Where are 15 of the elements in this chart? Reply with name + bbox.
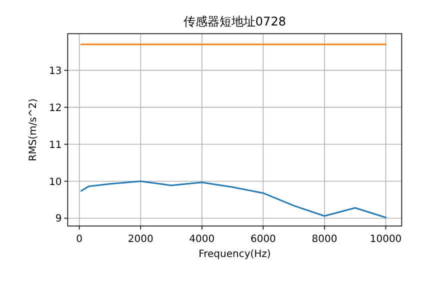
- x-tick-label: 8000: [312, 234, 338, 245]
- chart-title: 传感器短地址0728: [183, 14, 286, 29]
- x-tick-label: 6000: [250, 234, 276, 245]
- y-tick-label: 11: [48, 140, 62, 151]
- y-tick-label: 12: [48, 102, 62, 114]
- y-tick-label: 13: [48, 66, 62, 77]
- x-tick-label: 0: [76, 234, 83, 245]
- y-tick-label: 10: [48, 176, 62, 188]
- x-tick-label: 10000: [370, 234, 402, 245]
- y-axis-title: RMS(m/s^2): [28, 98, 39, 162]
- y-tick-label: 9: [55, 214, 62, 225]
- x-tick-label: 4000: [189, 234, 215, 245]
- x-tick-label: 2000: [128, 234, 154, 245]
- x-axis-title: Frequency(Hz): [198, 249, 271, 260]
- line-series: [80, 180, 387, 218]
